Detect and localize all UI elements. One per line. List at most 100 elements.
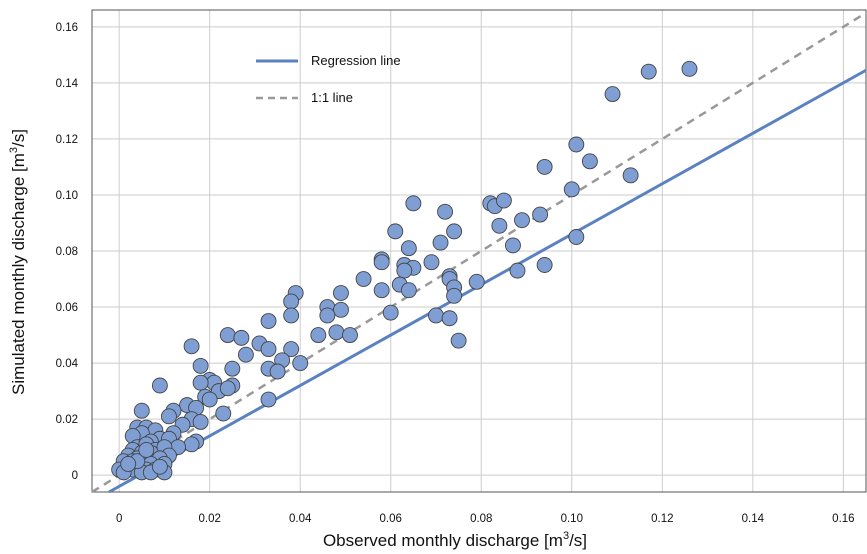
x-axis-title-superscript: 3 <box>563 530 569 542</box>
y-tick-label: 0.08 <box>56 246 78 258</box>
data-point <box>283 341 300 358</box>
data-point <box>151 458 168 475</box>
x-tick-label: 0.10 <box>561 513 583 525</box>
data-point <box>332 301 349 318</box>
x-tick-label: 0.06 <box>380 513 402 525</box>
data-point <box>192 413 209 430</box>
y-tick-label: 0.02 <box>56 414 78 426</box>
data-point <box>604 86 621 103</box>
x-tick-label: 0.14 <box>742 513 765 525</box>
data-point <box>160 408 177 425</box>
data-point <box>373 254 390 271</box>
one-to-one-line <box>91 11 867 494</box>
data-point <box>640 63 657 80</box>
x-tick-label: 0.16 <box>832 513 854 525</box>
data-point <box>151 377 168 394</box>
data-point <box>495 192 512 209</box>
legend-regression-label: Regression line <box>311 53 401 68</box>
data-point <box>568 229 585 245</box>
data-point <box>382 304 399 321</box>
data-point <box>428 307 444 324</box>
data-point <box>215 405 232 422</box>
y-tick-labels: 0 0.02 0.04 0.06 0.08 0.10 0.12 0.14 0.16 <box>56 22 79 482</box>
data-point <box>536 158 553 175</box>
x-axis-title-end: /s] <box>569 531 587 550</box>
y-axis-title-main: Simulated monthly discharge [m <box>9 153 28 395</box>
y-tick-label: 0.10 <box>56 190 78 202</box>
y-tick-label: 0.04 <box>56 358 79 370</box>
data-point <box>332 285 349 301</box>
data-point <box>446 223 463 240</box>
data-point <box>183 338 200 355</box>
data-point <box>400 282 417 299</box>
y-tick-label: 0.16 <box>56 22 78 34</box>
x-tick-labels: 0 0.02 0.04 0.06 0.08 0.10 0.12 0.14 0.16 <box>116 513 855 525</box>
plot-frame <box>91 9 867 493</box>
data-point <box>446 287 463 304</box>
data-point <box>450 332 467 349</box>
y-axis-title-superscript: 3 <box>8 147 20 153</box>
y-tick-label: 0.12 <box>56 134 78 146</box>
data-point <box>423 254 440 271</box>
data-point <box>568 136 585 153</box>
data-point <box>504 237 521 254</box>
y-tick-label: 0.06 <box>56 302 78 314</box>
data-point <box>283 293 300 310</box>
data-point <box>224 360 241 377</box>
y-axis-title: Simulated monthly discharge [m3/s] <box>8 129 28 395</box>
x-tick-label: 0.12 <box>651 513 673 525</box>
y-tick-label: 0 <box>72 470 78 482</box>
data-point <box>536 257 553 273</box>
data-point <box>514 212 530 229</box>
data-point <box>192 374 209 391</box>
data-point <box>622 167 639 184</box>
data-point <box>355 271 372 287</box>
data-point <box>437 203 454 220</box>
x-axis-title: Observed monthly discharge [m3/s] <box>323 530 587 550</box>
data-point <box>219 380 236 397</box>
data-point <box>432 234 449 251</box>
data-points <box>111 60 698 481</box>
data-point <box>468 273 485 290</box>
data-point <box>328 324 345 341</box>
data-point <box>509 262 526 279</box>
data-point <box>532 206 549 223</box>
data-point <box>387 223 404 240</box>
data-point <box>396 262 413 279</box>
data-point <box>219 327 236 344</box>
x-tick-label: 0.04 <box>289 513 312 525</box>
data-point <box>138 442 155 458</box>
data-point <box>269 363 286 380</box>
data-point <box>373 282 390 299</box>
data-point <box>237 346 254 363</box>
y-tick-label: 0.14 <box>56 78 79 90</box>
data-point <box>581 153 598 170</box>
x-tick-label: 0 <box>116 513 122 525</box>
data-point <box>400 240 417 257</box>
data-point <box>405 195 422 212</box>
x-tick-label: 0.08 <box>470 513 492 525</box>
data-point <box>233 329 250 346</box>
data-point <box>292 355 309 372</box>
line-layer <box>91 11 867 494</box>
data-point <box>183 436 200 453</box>
legend-one-to-one-label: 1:1 line <box>311 90 353 105</box>
data-point <box>260 391 277 408</box>
data-point <box>681 60 698 77</box>
data-point <box>201 391 218 408</box>
data-point <box>319 307 336 324</box>
data-point <box>441 310 458 327</box>
y-axis-title-end: /s] <box>9 129 28 147</box>
data-point <box>260 341 277 358</box>
x-tick-label: 0.02 <box>198 513 220 525</box>
data-point <box>120 456 137 472</box>
data-point <box>563 181 580 198</box>
legend: Regression line 1:1 line <box>256 53 401 105</box>
data-point <box>260 313 277 330</box>
data-point <box>133 402 150 419</box>
regression-line <box>108 68 867 494</box>
data-point <box>491 217 508 234</box>
data-point <box>192 357 209 374</box>
x-axis-title-main: Observed monthly discharge [m <box>323 531 563 550</box>
